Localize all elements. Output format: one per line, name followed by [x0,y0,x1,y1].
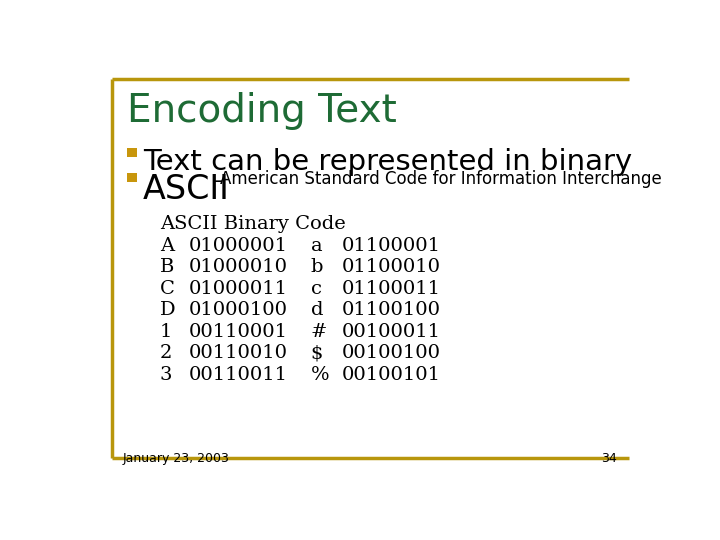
Text: 00100101: 00100101 [342,366,441,384]
Text: %: % [311,366,330,384]
Text: 01100001: 01100001 [342,237,441,254]
Text: $: $ [311,345,323,362]
Text: 34: 34 [601,452,617,465]
Text: January 23, 2003: January 23, 2003 [122,452,230,465]
Text: d: d [311,301,323,319]
Text: 01000011: 01000011 [189,280,288,298]
Text: #: # [311,323,328,341]
Text: 3: 3 [160,366,172,384]
Text: c: c [311,280,322,298]
Text: A: A [160,237,174,254]
Text: 00110010: 00110010 [189,345,288,362]
Text: 00110001: 00110001 [189,323,288,341]
Text: American Standard Code for Information Interchange: American Standard Code for Information I… [220,170,662,188]
Text: Text can be represented in binary: Text can be represented in binary [143,148,632,176]
Text: Encoding Text: Encoding Text [127,92,397,130]
Text: D: D [160,301,176,319]
Text: 01100010: 01100010 [342,258,441,276]
Text: 01100100: 01100100 [342,301,441,319]
Text: 01000010: 01000010 [189,258,288,276]
Text: 01100011: 01100011 [342,280,441,298]
Text: 01000001: 01000001 [189,237,288,254]
Text: 01000100: 01000100 [189,301,288,319]
Text: ASCII: ASCII [143,173,230,206]
Text: 00110011: 00110011 [189,366,288,384]
Text: ASCII Binary Code: ASCII Binary Code [160,215,346,233]
Text: 2: 2 [160,345,172,362]
Text: 1: 1 [160,323,172,341]
Text: a: a [311,237,323,254]
Text: –: – [206,171,230,191]
Text: 00100100: 00100100 [342,345,441,362]
Bar [127,173,137,182]
Text: b: b [311,258,323,276]
Text: B: B [160,258,174,276]
Bar [127,148,137,157]
Text: C: C [160,280,175,298]
Text: 00100011: 00100011 [342,323,441,341]
